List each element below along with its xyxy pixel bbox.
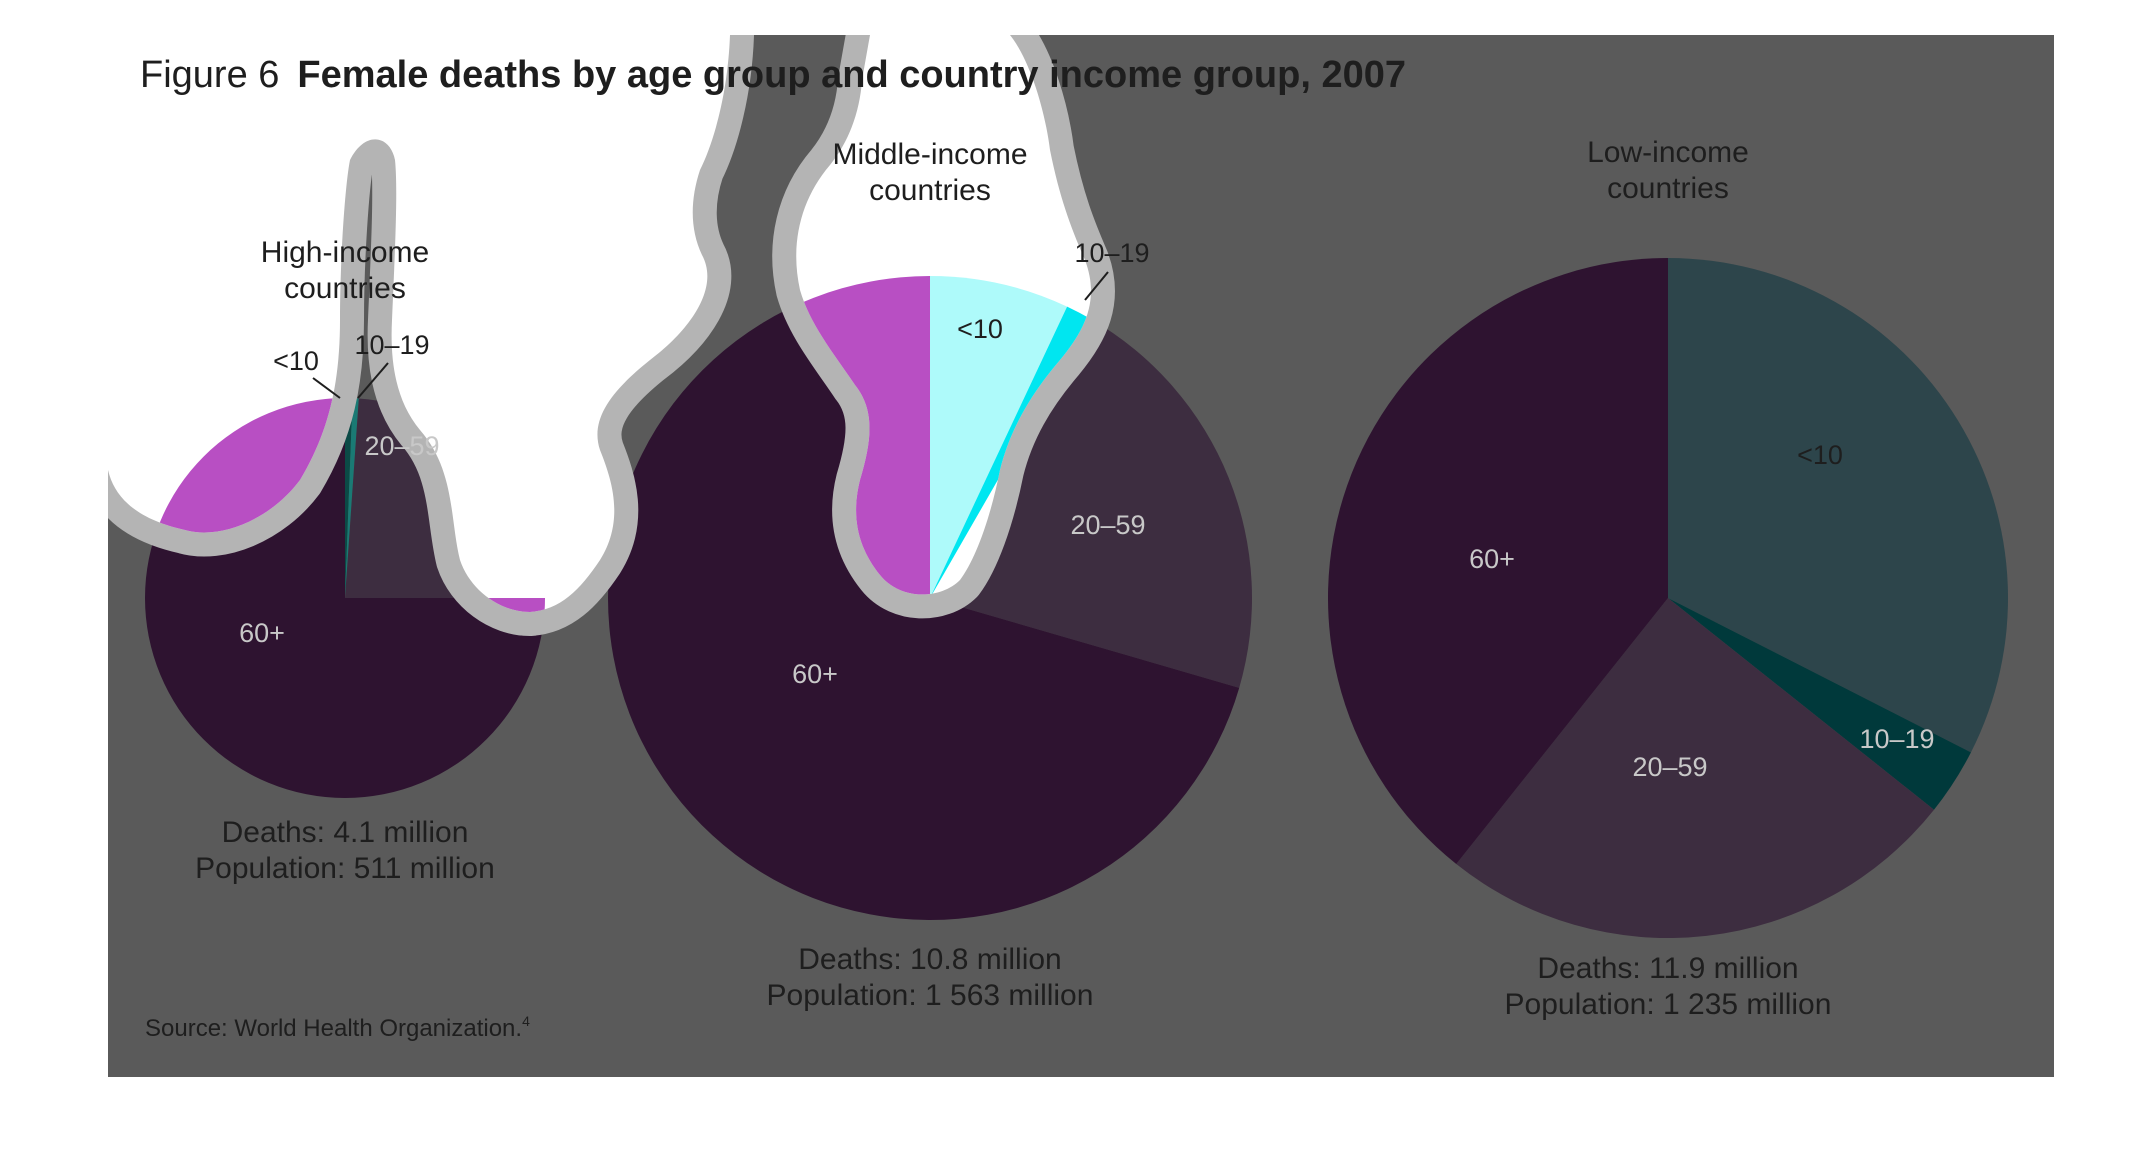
pie-3-slice-4 <box>1328 258 1668 865</box>
pie-3-title: Low-income countries <box>1587 136 1749 205</box>
pie-1-slice-1 <box>345 398 353 598</box>
slice-label-3-4: 60+ <box>1469 544 1515 574</box>
pie-2-stats: Deaths: 10.8 million Population: 1 563 mi… <box>767 943 1094 1012</box>
slice-label-3-1: <10 <box>1797 440 1843 470</box>
deaths-text: Deaths: 11.9 million <box>1537 952 1798 985</box>
pie-2-title: Middle-income countries <box>832 138 1027 207</box>
slice-label-2-1: <10 <box>957 314 1003 344</box>
slice-label-1-3: 20–59 <box>364 431 439 461</box>
source-text: Source: World Health Organization. <box>145 1015 522 1042</box>
leader-line <box>312 377 341 399</box>
figure-number: Figure 6 <box>140 54 279 96</box>
labels-layer: High-income countries<1010–1920–5960+Deat… <box>195 136 1934 1021</box>
population-text: Population: 1 235 million <box>1505 988 1832 1021</box>
pie-2-slice-3 <box>930 318 1253 688</box>
slice-label-2-4: 60+ <box>792 659 838 689</box>
overlay-fill <box>108 35 1091 612</box>
slice-label-2-2: 10–19 <box>1074 238 1149 268</box>
population-text: Population: 1 563 million <box>767 979 1094 1012</box>
deaths-text: Deaths: 10.8 million <box>798 943 1061 976</box>
pie-title-line: Low-income <box>1587 136 1749 169</box>
pie-title-line: countries <box>284 272 406 305</box>
leader-line <box>1084 271 1109 301</box>
source-footnote: 4 <box>522 1013 530 1029</box>
slice-label-1-4: 60+ <box>239 618 285 648</box>
overlay-pink-slice-1 <box>145 398 545 612</box>
slice-label-3-3: 20–59 <box>1632 752 1707 782</box>
pie-3-slice-1 <box>1668 258 2009 753</box>
pie-3-slice-3 <box>1456 598 1935 938</box>
chart-title: Figure 6 Female deaths by age group and c… <box>140 54 1406 96</box>
pie-3-slice-2 <box>1668 598 1971 810</box>
overlay-slice-2-1 <box>930 276 1068 598</box>
slice-label-2-3: 20–59 <box>1070 510 1145 540</box>
source-note: Source: World Health Organization.4 <box>145 1013 530 1042</box>
figure-title: Female deaths by age group and country i… <box>297 54 1406 96</box>
slice-label-1-1: <10 <box>273 346 319 376</box>
pie-1-title: High-income countries <box>261 236 429 305</box>
deaths-text: Deaths: 4.1 million <box>222 816 469 849</box>
slice-label-1-2: 10–19 <box>354 330 429 360</box>
leader-line <box>357 362 389 399</box>
pie-title-line: Middle-income <box>832 138 1027 171</box>
pie-1-slice-2 <box>345 398 359 598</box>
pie-title-line: High-income <box>261 236 429 269</box>
population-text: Population: 511 million <box>195 852 495 885</box>
pie-3 <box>1328 258 2009 938</box>
pie-3-stats: Deaths: 11.9 million Population: 1 235 mi… <box>1505 952 1832 1021</box>
pie-1-stats: Deaths: 4.1 million Population: 511 milli… <box>195 816 495 885</box>
pie-title-line: countries <box>1607 172 1729 205</box>
pie-title-line: countries <box>869 174 991 207</box>
slice-label-3-2: 10–19 <box>1859 724 1934 754</box>
